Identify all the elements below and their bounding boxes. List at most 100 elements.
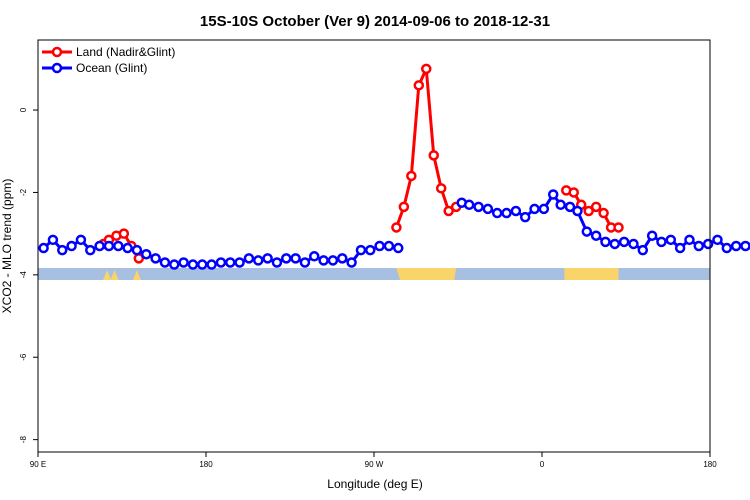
legend: Land (Nadir&Glint) Ocean (Glint): [42, 45, 175, 75]
data-point: [262, 253, 273, 264]
data-point: [383, 240, 395, 252]
data-point: [57, 244, 68, 256]
data-point: [346, 257, 357, 268]
x-tick-label: 0: [540, 460, 545, 469]
data-point: [103, 240, 115, 252]
data-point: [740, 240, 750, 252]
y-tick-label: -4: [19, 271, 28, 279]
data-point: [113, 240, 124, 252]
data-point: [693, 240, 705, 252]
data-point: [684, 234, 695, 246]
land-ocean-strip: [38, 268, 710, 280]
data-point: [628, 238, 639, 250]
data-point: [406, 170, 417, 182]
data-point: [206, 259, 217, 270]
data-point: [600, 236, 611, 248]
data-point: [365, 244, 376, 256]
x-tick-label: 180: [703, 460, 717, 469]
y-axis-label: XCO2 - MLO trend (ppm): [0, 179, 14, 314]
legend-ocean-marker: [51, 62, 63, 74]
x-tick-label: 180: [199, 460, 213, 469]
data-point: [355, 244, 367, 256]
data-point: [327, 255, 339, 266]
data-point: [337, 253, 348, 264]
land-strip-island: [132, 270, 141, 280]
data-point: [491, 207, 503, 219]
data-point: [428, 150, 439, 161]
y-tick-label: -2: [19, 188, 28, 196]
y-tick-label: 0: [19, 107, 28, 112]
data-point: [547, 189, 559, 200]
land-strip-africa: [564, 268, 619, 280]
data-point: [568, 187, 579, 198]
data-point: [159, 257, 171, 268]
data-point: [393, 242, 404, 254]
axis-ticks: 90 E 180 90 W 0 180 0 -2 -4 -6 -8: [19, 107, 717, 469]
data-point: [234, 257, 245, 268]
data-point: [187, 259, 199, 270]
data-point: [94, 240, 105, 252]
data-point: [118, 228, 130, 239]
data-point: [730, 240, 742, 252]
data-point: [178, 257, 189, 268]
series-ocean: [38, 189, 750, 270]
data-point: [501, 207, 512, 219]
data-point: [712, 234, 723, 246]
data-point: [590, 230, 602, 241]
data-point: [253, 255, 264, 266]
legend-land-label: Land (Nadir&Glint): [76, 45, 175, 59]
x-tick-label: 90 E: [30, 460, 46, 469]
data-point: [122, 242, 133, 254]
data-point: [609, 238, 621, 250]
data-point: [374, 240, 385, 252]
data-point: [398, 201, 410, 213]
data-point: [646, 230, 658, 241]
data-point: [421, 63, 432, 75]
series-land: [98, 63, 624, 264]
data-point: [637, 244, 649, 256]
ocean-strip: [38, 268, 710, 280]
data-point: [243, 253, 255, 264]
data-point: [598, 207, 609, 219]
data-point: [555, 199, 566, 211]
data-point: [318, 255, 329, 266]
x-axis-label: Longitude (deg E): [327, 477, 422, 491]
data-point: [529, 203, 540, 215]
data-point: [583, 205, 594, 217]
land-strip-south-america: [396, 268, 457, 280]
series-line: [461, 193, 750, 252]
data-point: [510, 205, 522, 217]
data-point: [538, 203, 550, 215]
data-point: [131, 244, 143, 256]
data-point: [519, 211, 531, 223]
data-point: [674, 242, 686, 254]
data-point: [721, 242, 733, 254]
data-point: [443, 205, 454, 217]
data-point: [665, 234, 677, 246]
data-point: [47, 234, 59, 246]
data-point: [141, 248, 152, 260]
data-point: [309, 251, 320, 262]
data-point: [85, 244, 96, 256]
land-strip-island: [110, 270, 119, 280]
data-point: [66, 240, 77, 252]
data-point: [271, 257, 283, 268]
series-layer: [38, 63, 750, 270]
data-point: [581, 226, 593, 237]
data-point: [435, 183, 447, 194]
data-point: [225, 257, 236, 268]
data-point: [656, 236, 667, 248]
data-point: [281, 253, 292, 264]
data-point: [572, 205, 583, 217]
chart-title: 15S-10S October (Ver 9) 2014-09-06 to 20…: [200, 13, 550, 30]
data-point: [702, 238, 714, 250]
data-point: [75, 234, 87, 246]
data-point: [169, 259, 180, 270]
data-point: [564, 201, 576, 213]
data-point: [197, 259, 208, 270]
plot-frame: [37, 39, 711, 453]
data-point: [215, 257, 227, 268]
x-tick-label: 90 W: [365, 460, 384, 469]
data-point: [473, 201, 484, 213]
